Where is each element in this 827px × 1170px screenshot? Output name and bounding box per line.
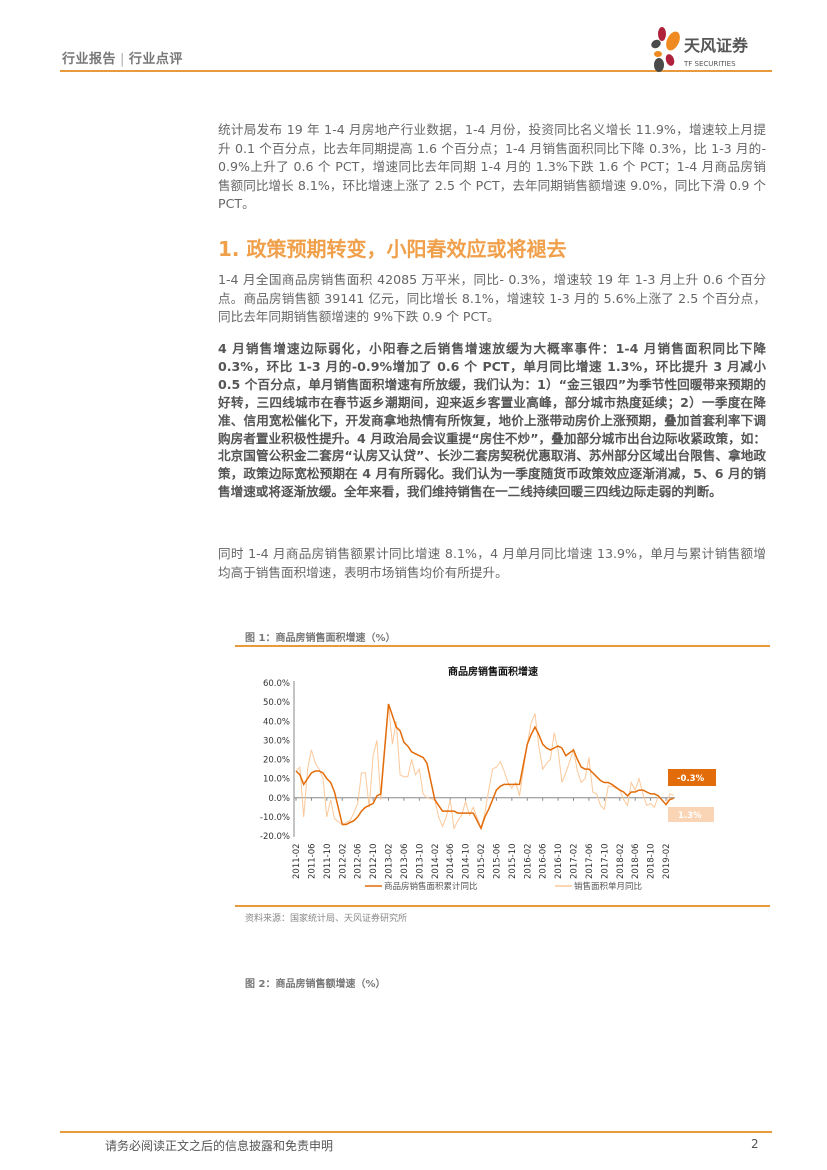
x-tick-label: 2016-10 (554, 843, 564, 879)
y-tick-label: 20.0% (263, 756, 290, 766)
figure1-bottom-rule (235, 905, 770, 907)
y-tick-label: 30.0% (263, 736, 290, 746)
y-tick-label: 0.0% (268, 794, 290, 804)
x-tick-label: 2012-10 (369, 843, 379, 879)
footer-disclaimer: 请务必阅读正文之后的信息披露和免责申明 (105, 1139, 334, 1153)
series-monthly-line (295, 703, 674, 830)
divider: | (120, 52, 125, 67)
legend-cumulative-label: 商品房销售面积累计同比 (384, 881, 478, 892)
figure1-caption: 图 1：商品房销售面积增速（%） (245, 633, 396, 644)
x-tick-label: 2011-06 (307, 843, 317, 879)
x-tick-label: 2018-02 (616, 843, 626, 879)
figure2-caption: 图 2：商品房销售额增速（%） (245, 979, 386, 990)
x-tick-label: 2011-02 (292, 843, 302, 879)
x-ticks: 2011-02 2011-06 2011-10 2012-02 2012-06 2012-… (292, 797, 672, 879)
logo-subtitle: TF SECURITIES (683, 60, 736, 68)
y-tick-label: 10.0% (263, 775, 290, 785)
x-tick-label: 2016-02 (523, 843, 533, 879)
x-tick-label: 2012-02 (338, 843, 348, 879)
section-heading: 1. 政策预期转变，小阳春效应或将褪去 (218, 237, 567, 261)
x-tick-label: 2018-06 (631, 843, 641, 879)
report-category: 行业报告 | 行业点评 (62, 48, 183, 67)
x-tick-label: 2014-06 (446, 843, 456, 879)
x-tick-label: 2017-02 (570, 843, 580, 879)
x-tick-label: 2015-10 (508, 843, 518, 879)
intro-paragraph: 统计局发布 19 年 1-4 月房地产行业数据，1-4 月份，投资同比名义增长 … (218, 122, 766, 212)
legend-monthly-label: 销售面积单月同比 (574, 881, 642, 892)
subcategory-label: 行业点评 (128, 52, 183, 67)
monthly-end-label: 1.3% (678, 811, 702, 821)
header-rule (60, 70, 772, 72)
cumulative-end-label: -0.3% (677, 774, 705, 784)
y-tick-label: -10.0% (260, 813, 290, 823)
x-tick-label: 2013-10 (415, 843, 425, 879)
chart-title: 商品房销售面积增速 (448, 665, 538, 678)
monthly-end-label-box (668, 807, 714, 822)
page-number: 2 (751, 1137, 759, 1151)
figure1-top-rule (235, 645, 770, 647)
category-label: 行业报告 (62, 52, 117, 67)
sales-area-paragraph: 1-4 月全国商品房销售面积 42085 万平米，同比- 0.3%，增速较 19… (218, 272, 766, 325)
x-tick-label: 2017-10 (600, 843, 610, 879)
x-tick-label: 2011-10 (323, 843, 333, 879)
y-tick-label: -20.0% (260, 832, 290, 842)
x-tick-label: 2012-06 (354, 843, 364, 879)
x-tick-label: 2015-06 (492, 843, 502, 879)
x-tick-label: 2014-02 (431, 843, 441, 879)
cumulative-end-label-box (668, 769, 716, 786)
sales-amount-paragraph: 同时 1-4 月商品房销售额累计同比增速 8.1%，4 月单月同比增速 13.9… (218, 546, 766, 580)
y-tick-label: 40.0% (263, 717, 290, 727)
tf-securities-logo: 天风证券 TF SECURITIES (648, 24, 773, 74)
y-tick-label: 60.0% (263, 679, 290, 689)
footer-rule (60, 1131, 772, 1133)
figure1-source: 资料来源：国家统计局、天风证券研究所 (245, 914, 408, 924)
x-tick-label: 2019-02 (662, 843, 672, 879)
x-tick-label: 2018-10 (647, 843, 657, 879)
x-tick-label: 2013-06 (400, 843, 410, 879)
logo-petals-icon: 天风证券 TF SECURITIES (651, 27, 749, 72)
sales-area-growth-chart: 商品房销售面积增速 60.0% 50.0% 40.0% 30.0% 20.0% 10.0%… (260, 665, 716, 892)
analysis-paragraph: 4 月销售增速边际弱化，小阳春之后销售增速放缓为大概率事件：1-4 月销售面积同… (218, 341, 766, 500)
x-tick-label: 2014-10 (462, 843, 472, 879)
x-tick-label: 2015-02 (477, 843, 487, 879)
series-cumulative-line (295, 703, 674, 831)
x-tick-label: 2016-06 (539, 843, 549, 879)
logo-name: 天风证券 (684, 36, 749, 55)
y-tick-label: 50.0% (263, 698, 290, 708)
x-tick-label: 2013-02 (385, 843, 395, 879)
x-tick-label: 2017-06 (585, 843, 595, 879)
y-ticks: 60.0% 50.0% 40.0% 30.0% 20.0% 10.0% 0.0% -10.0%… (260, 679, 290, 842)
